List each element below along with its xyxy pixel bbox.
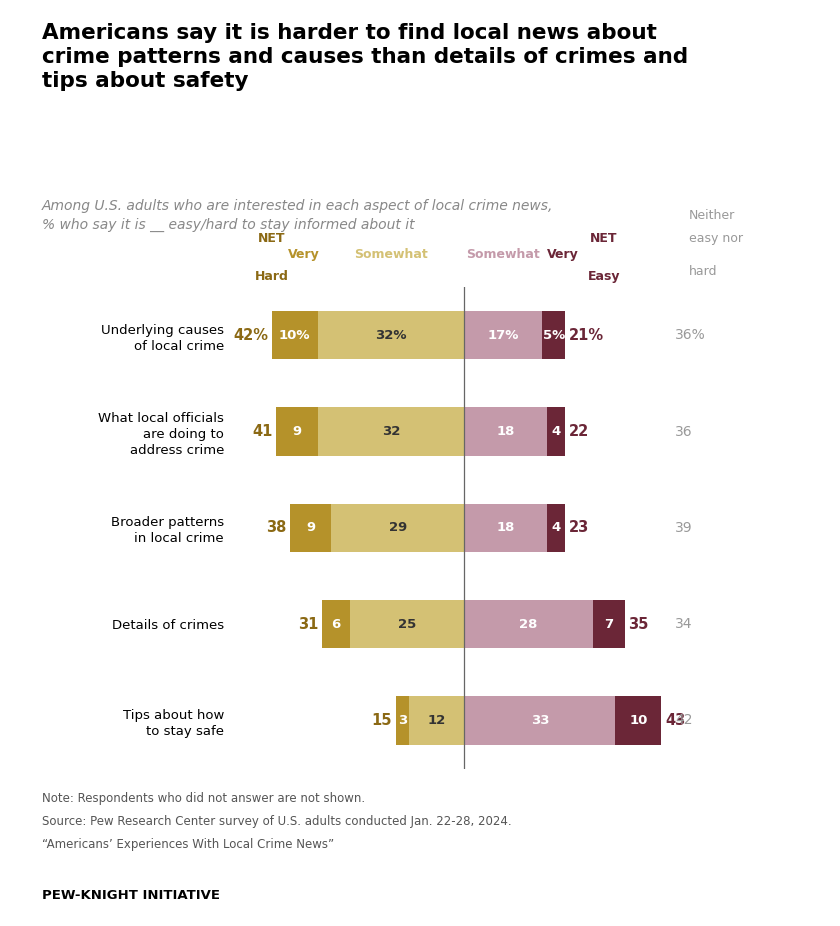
Text: 34: 34 xyxy=(675,617,692,632)
Text: Somewhat: Somewhat xyxy=(466,248,540,261)
Text: 42: 42 xyxy=(675,713,692,728)
Text: Hard: Hard xyxy=(255,270,289,283)
Text: easy nor: easy nor xyxy=(689,232,743,245)
Text: Neither: Neither xyxy=(689,209,735,222)
Bar xyxy=(547,504,565,552)
Text: 29: 29 xyxy=(389,521,407,534)
Bar xyxy=(332,504,465,552)
Bar xyxy=(349,600,465,648)
Text: 9: 9 xyxy=(307,521,315,534)
Bar xyxy=(290,504,332,552)
Bar xyxy=(465,600,592,648)
Text: 22: 22 xyxy=(569,424,589,439)
Text: 36: 36 xyxy=(675,424,693,439)
Text: 6: 6 xyxy=(331,618,341,631)
Text: 4: 4 xyxy=(551,425,560,438)
Bar xyxy=(616,696,661,745)
Text: Very: Very xyxy=(288,248,320,261)
Text: NET: NET xyxy=(591,232,617,245)
Text: NET: NET xyxy=(258,232,286,245)
Bar xyxy=(323,600,349,648)
Text: 28: 28 xyxy=(519,618,538,631)
Bar xyxy=(465,407,547,456)
Text: Source: Pew Research Center survey of U.S. adults conducted Jan. 22-28, 2024.: Source: Pew Research Center survey of U.… xyxy=(42,815,512,828)
Text: 32%: 32% xyxy=(375,329,407,342)
Bar xyxy=(465,696,616,745)
Text: 9: 9 xyxy=(292,425,302,438)
Bar xyxy=(465,504,547,552)
Text: 23: 23 xyxy=(569,520,589,535)
Text: Very: Very xyxy=(547,248,579,261)
Text: 17%: 17% xyxy=(487,329,519,342)
Bar xyxy=(592,600,625,648)
Text: 21%: 21% xyxy=(569,328,604,343)
Text: 43: 43 xyxy=(665,713,685,728)
Text: hard: hard xyxy=(689,265,717,278)
Text: Americans say it is harder to find local news about
crime patterns and causes th: Americans say it is harder to find local… xyxy=(42,23,688,91)
Text: Note: Respondents who did not answer are not shown.: Note: Respondents who did not answer are… xyxy=(42,792,365,805)
Text: 15: 15 xyxy=(371,713,392,728)
Text: 4: 4 xyxy=(551,521,560,534)
Text: PEW-KNIGHT INITIATIVE: PEW-KNIGHT INITIATIVE xyxy=(42,889,220,902)
Text: 3: 3 xyxy=(398,714,407,727)
Text: 42%: 42% xyxy=(234,328,268,343)
Text: “Americans’ Experiences With Local Crime News”: “Americans’ Experiences With Local Crime… xyxy=(42,838,334,851)
Text: 5%: 5% xyxy=(543,329,564,342)
Text: Somewhat: Somewhat xyxy=(354,248,428,261)
Text: 25: 25 xyxy=(398,618,416,631)
Text: 38: 38 xyxy=(266,520,286,535)
Text: 41: 41 xyxy=(252,424,273,439)
Bar xyxy=(318,311,465,359)
Text: 18: 18 xyxy=(496,521,515,534)
Bar xyxy=(409,696,465,745)
Text: 33: 33 xyxy=(531,714,549,727)
Bar xyxy=(272,311,318,359)
Text: 31: 31 xyxy=(298,617,318,632)
Text: 10%: 10% xyxy=(279,329,311,342)
Text: 7: 7 xyxy=(604,618,613,631)
Bar xyxy=(276,407,318,456)
Text: 35: 35 xyxy=(628,617,648,632)
Text: 10: 10 xyxy=(629,714,648,727)
Text: 12: 12 xyxy=(428,714,446,727)
Bar xyxy=(542,311,565,359)
Bar xyxy=(465,311,542,359)
Text: 36%: 36% xyxy=(675,328,706,343)
Text: 32: 32 xyxy=(382,425,400,438)
Bar xyxy=(396,696,409,745)
Text: Among U.S. adults who are interested in each aspect of local crime news,
% who s: Among U.S. adults who are interested in … xyxy=(42,199,554,232)
Bar xyxy=(547,407,565,456)
Text: 39: 39 xyxy=(675,520,693,535)
Text: Easy: Easy xyxy=(588,270,620,283)
Text: 18: 18 xyxy=(496,425,515,438)
Bar xyxy=(318,407,465,456)
